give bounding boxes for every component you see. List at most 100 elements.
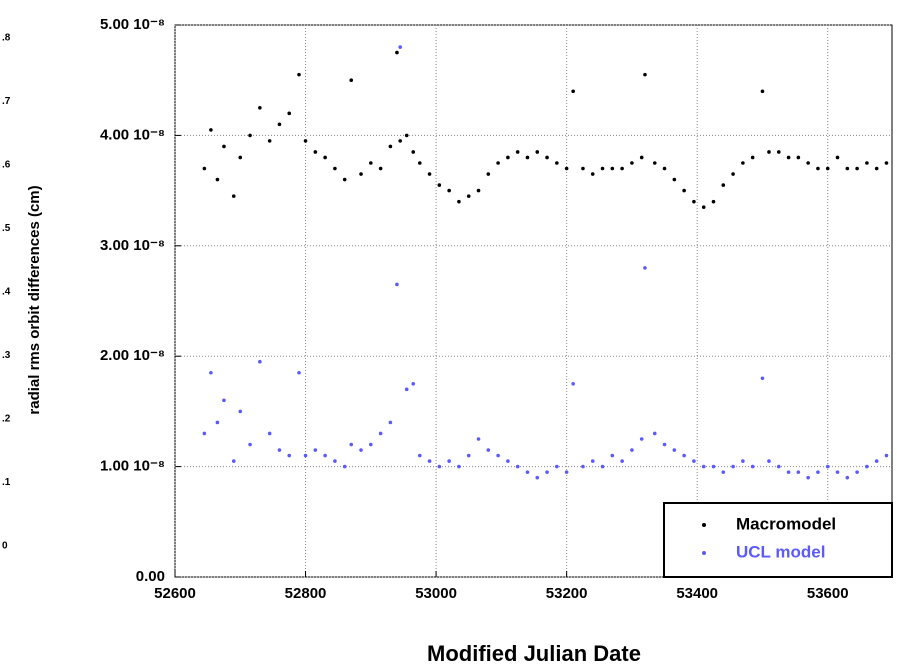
point	[600, 464, 605, 469]
point	[865, 161, 869, 165]
point	[388, 420, 393, 425]
point	[835, 470, 840, 474]
point	[287, 111, 292, 116]
legend-box	[663, 502, 893, 578]
point	[398, 45, 402, 49]
point	[662, 166, 667, 171]
x-tick-label: 53200	[546, 585, 588, 602]
point	[692, 459, 696, 463]
point	[277, 122, 282, 127]
point	[776, 150, 781, 154]
point	[796, 470, 801, 474]
x-tick-label: 52600	[154, 585, 196, 602]
point	[486, 172, 491, 176]
point	[427, 172, 432, 176]
point	[643, 266, 647, 270]
point	[349, 442, 354, 447]
point	[630, 448, 634, 452]
point	[806, 475, 810, 480]
point	[496, 453, 500, 458]
point	[639, 155, 644, 160]
y-tick-label: 4.00 10⁻⁸	[100, 126, 165, 143]
point	[303, 453, 308, 458]
point	[457, 199, 461, 204]
point	[767, 150, 771, 154]
point	[750, 464, 755, 469]
point	[731, 464, 735, 469]
point	[215, 177, 220, 182]
legend-marker	[702, 523, 706, 527]
point	[303, 139, 308, 143]
x-tick-label: 53600	[807, 585, 849, 602]
point	[267, 139, 272, 143]
x-tick-label: 53400	[676, 585, 718, 602]
point	[427, 459, 432, 463]
point	[620, 166, 624, 171]
point	[323, 453, 327, 458]
point	[535, 475, 540, 480]
point	[874, 166, 879, 171]
point	[297, 72, 301, 77]
y-tick-label: 1.00 10⁻⁸	[100, 458, 165, 475]
point	[313, 150, 318, 154]
point	[630, 161, 634, 165]
point	[297, 370, 301, 375]
point	[222, 398, 226, 403]
y-tick-label: 3.00 10⁻⁸	[100, 237, 165, 254]
point	[610, 166, 615, 171]
point	[555, 161, 559, 165]
x-axis-label: Modified Julian Date	[427, 641, 641, 666]
y-tick-label: 0.00	[136, 568, 165, 585]
point	[884, 161, 889, 165]
point	[359, 448, 363, 452]
point	[825, 166, 830, 171]
point	[342, 464, 347, 469]
fragment-label: .6	[2, 160, 11, 171]
point	[209, 370, 213, 375]
fragment-label: .4	[2, 287, 11, 298]
point	[845, 166, 850, 171]
point	[884, 453, 889, 458]
point	[545, 470, 549, 474]
point	[378, 166, 383, 171]
point	[333, 459, 337, 463]
point	[741, 459, 745, 463]
point	[581, 464, 585, 469]
point	[323, 155, 327, 160]
point	[662, 442, 667, 447]
legend-label: Macromodel	[736, 514, 836, 533]
point	[672, 177, 677, 182]
point	[398, 139, 402, 143]
point	[845, 475, 850, 480]
point	[231, 459, 236, 463]
point	[267, 431, 272, 436]
point	[238, 155, 243, 160]
point	[652, 161, 657, 165]
point	[620, 459, 624, 463]
point	[437, 464, 442, 469]
point	[701, 464, 706, 469]
point	[342, 177, 347, 182]
point	[506, 155, 510, 160]
point	[417, 161, 422, 165]
point	[855, 166, 859, 171]
point	[476, 188, 481, 193]
point	[643, 72, 647, 77]
point	[202, 431, 207, 436]
point	[525, 155, 530, 160]
y-tick-label: 5.00 10⁻⁸	[100, 16, 165, 33]
point	[825, 464, 830, 469]
point	[816, 166, 820, 171]
point	[248, 442, 252, 447]
point	[231, 194, 236, 198]
point	[731, 172, 735, 176]
fragment-label: .5	[2, 223, 11, 234]
point	[816, 470, 820, 474]
fragment-label: 0	[2, 541, 8, 552]
point	[313, 448, 318, 452]
point	[411, 382, 416, 386]
fragment-label: .8	[2, 33, 11, 44]
point	[515, 464, 520, 469]
point	[545, 155, 549, 160]
